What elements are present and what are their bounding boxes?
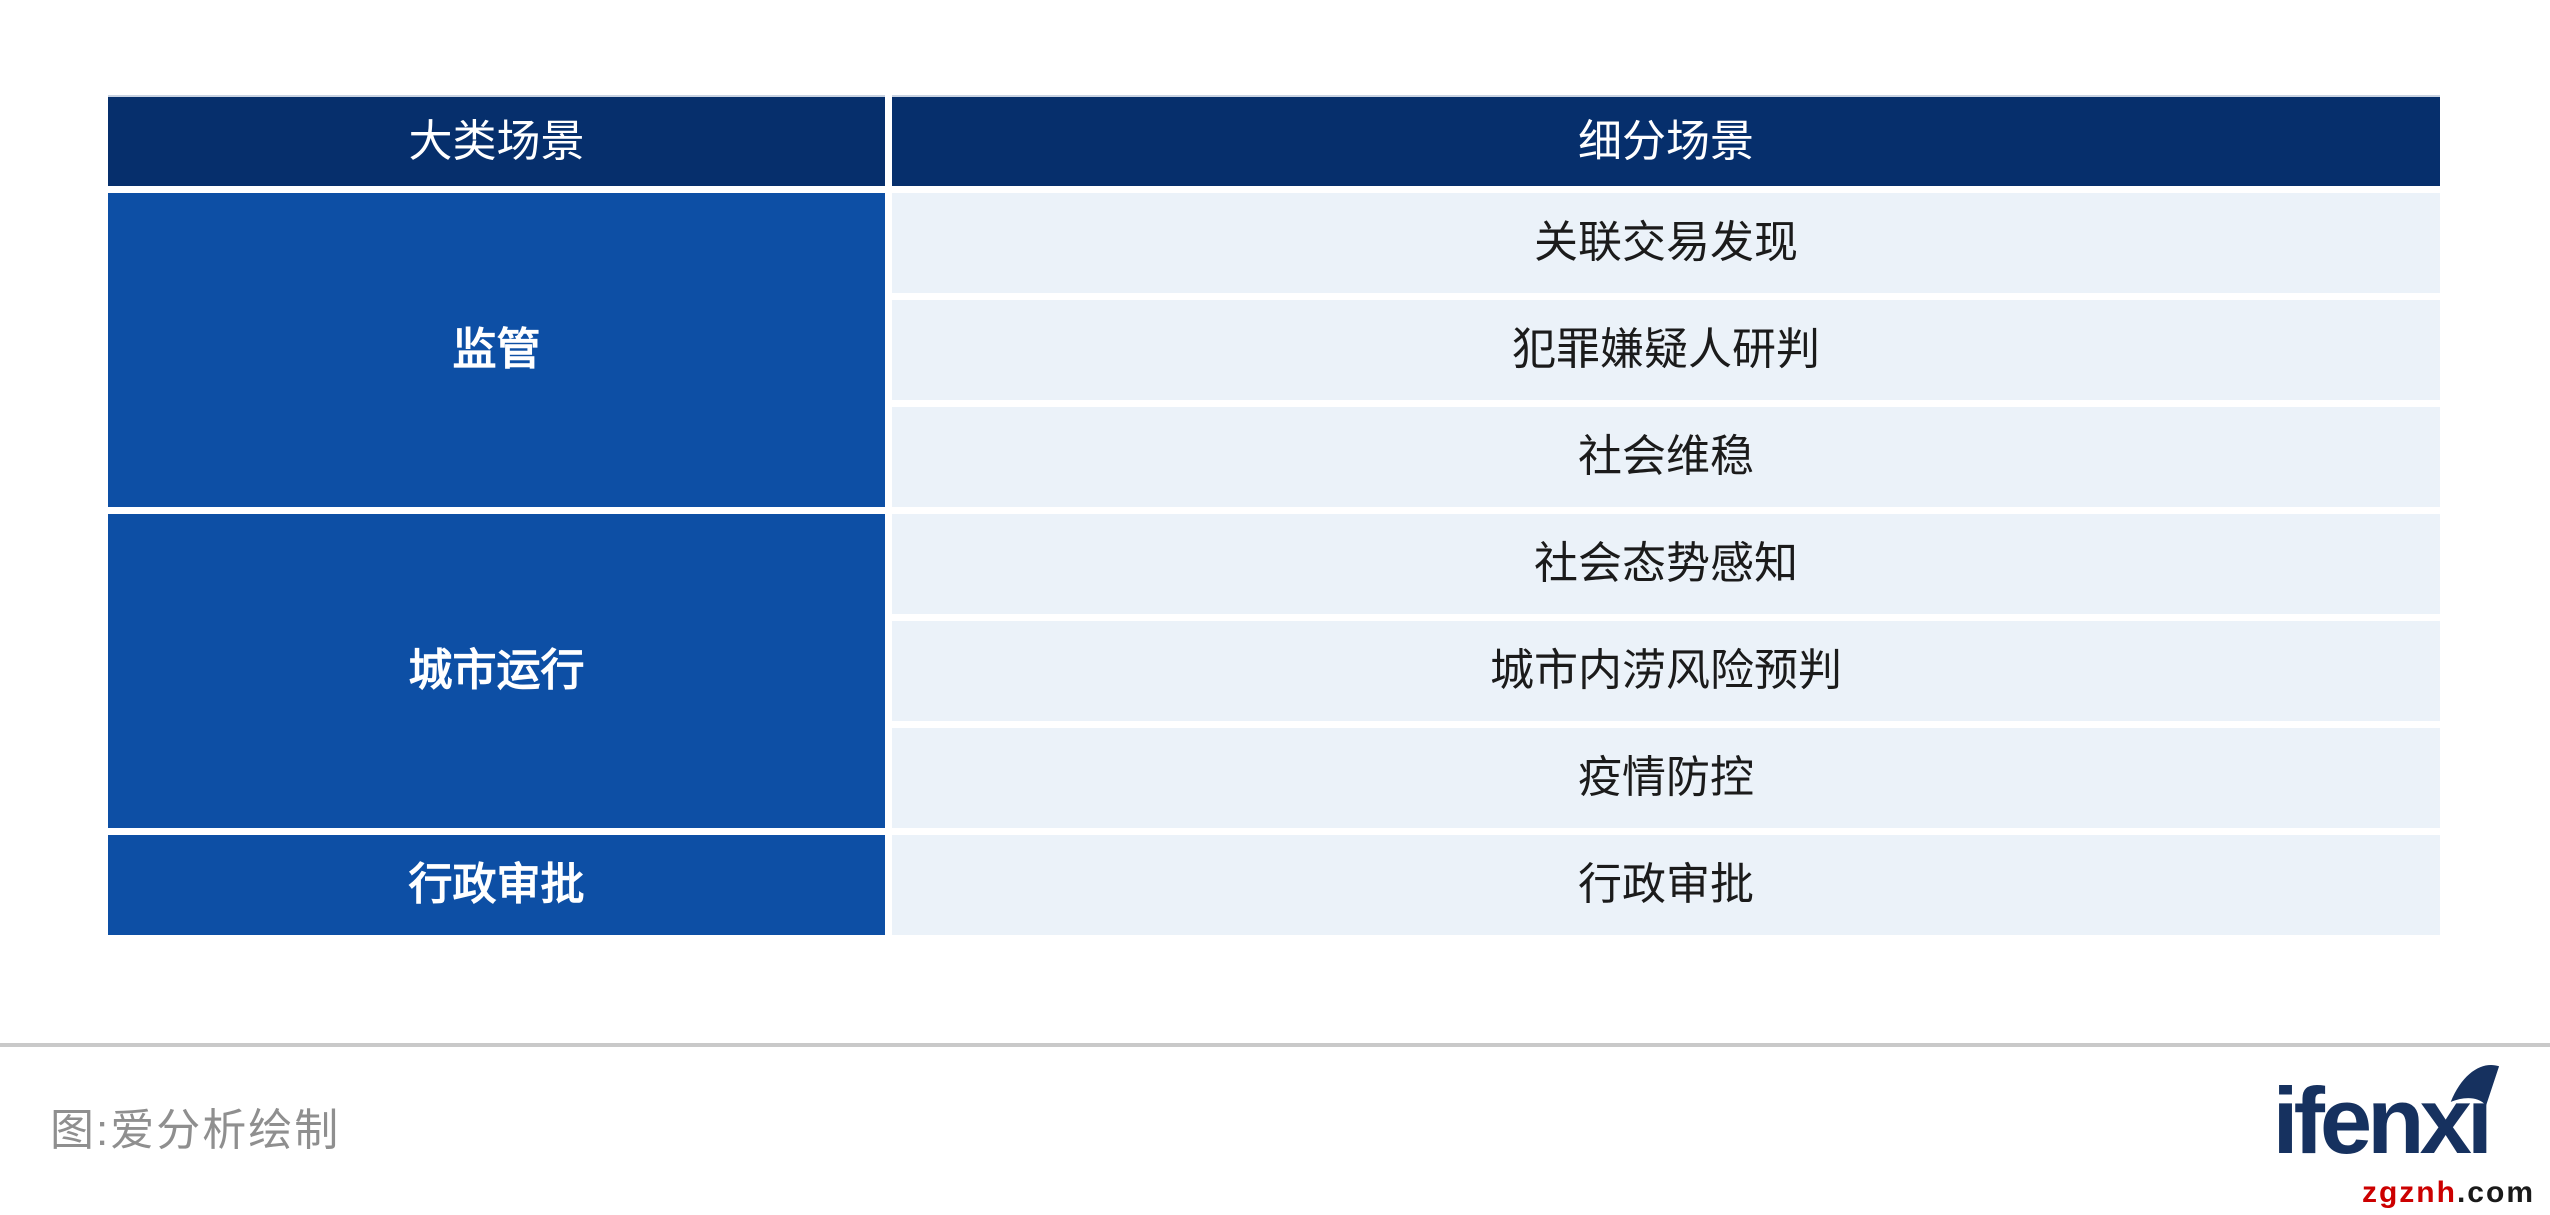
item-cell-related-transaction-discovery: 关联交易发现 xyxy=(892,193,2440,293)
item-cell-urban-waterlogging-risk: 城市内涝风险预判 xyxy=(892,621,2440,721)
watermark-domain-name: zgznh xyxy=(2361,1176,2457,1209)
item-cell-epidemic-prevention: 疫情防控 xyxy=(892,728,2440,828)
item-cell-social-stability: 社会维稳 xyxy=(892,407,2440,507)
group-cell-regulation: 监管 xyxy=(108,193,885,507)
scenario-table: 大类场景 细分场景 监管 城市运行 行政审批 关联交易发现 犯罪嫌疑人研判 社会… xyxy=(108,95,2440,935)
watermark-domain-tld: .com xyxy=(2456,1176,2535,1209)
item-cell-social-situation-awareness: 社会态势感知 xyxy=(892,514,2440,614)
item-cell-criminal-suspect-analysis: 犯罪嫌疑人研判 xyxy=(892,300,2440,400)
logo-swoosh-arrow-icon xyxy=(2450,1065,2500,1106)
header-major-scenario: 大类场景 xyxy=(108,95,885,186)
ifenxi-logo-text: ifenxi xyxy=(2272,1068,2493,1173)
watermark: zgznh.com xyxy=(2362,1176,2535,1210)
header-sub-scenario: 细分场景 xyxy=(892,95,2440,186)
group-cell-administrative-approval: 行政审批 xyxy=(108,835,885,935)
item-cell-administrative-approval: 行政审批 xyxy=(892,835,2440,935)
footer-divider xyxy=(0,1043,2550,1047)
figure-caption: 图:爱分析绘制 xyxy=(50,1106,341,1155)
ifenxi-logo: ifenxi xyxy=(2272,1065,2500,1173)
group-cell-city-operation: 城市运行 xyxy=(108,514,885,828)
